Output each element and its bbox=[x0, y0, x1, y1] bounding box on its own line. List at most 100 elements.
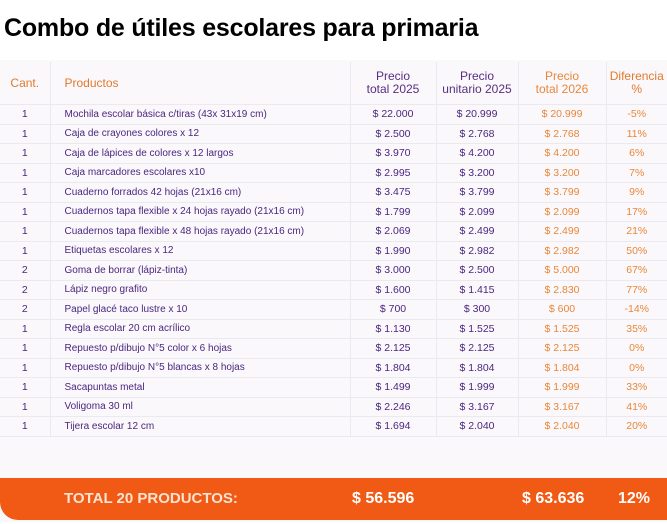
cell-total2026: $ 2.768 bbox=[518, 124, 607, 144]
cell-diff: 35% bbox=[606, 319, 667, 339]
header-total-2026: Precio total 2026 bbox=[518, 62, 607, 105]
cell-cant: 1 bbox=[0, 241, 51, 261]
cell-diff: 21% bbox=[606, 221, 667, 242]
cell-diff: -5% bbox=[606, 104, 667, 125]
header-unit-2025: Precio unitario 2025 bbox=[436, 62, 519, 105]
cell-diff: 0% bbox=[606, 338, 667, 359]
cell-total2025: $ 2.500 bbox=[350, 124, 437, 144]
cell-cant: 1 bbox=[0, 163, 51, 183]
table-row: 1 Repuesto p/dibujo N°5 color x 6 hojas $ … bbox=[0, 338, 667, 359]
cell-cant: 1 bbox=[0, 124, 51, 144]
cell-unit2025: $ 2.099 bbox=[436, 202, 519, 222]
table-header: Cant. Productos Precio total 2025 Precio u… bbox=[0, 62, 667, 105]
cell-cant: 1 bbox=[0, 397, 51, 417]
table-row: 1 Tijera escolar 12 cm $ 1.694 $ 2.040 $ 2.0… bbox=[0, 416, 667, 437]
cell-total2025: $ 2.246 bbox=[350, 397, 437, 417]
cell-total2025: $ 1.499 bbox=[350, 377, 437, 398]
cell-producto: Caja de crayones colores x 12 bbox=[50, 124, 351, 144]
cell-cant: 1 bbox=[0, 221, 51, 242]
cell-total2026: $ 600 bbox=[518, 299, 607, 320]
cell-total2025: $ 1.990 bbox=[350, 241, 437, 261]
cell-total2025: $ 2.069 bbox=[350, 221, 437, 242]
page-title: Combo de útiles escolares para primaria bbox=[4, 14, 479, 42]
table-row: 1 Caja marcadores escolares x10 $ 2.995 $ 3… bbox=[0, 163, 667, 183]
total-bar: TOTAL 20 PRODUCTOS: $ 56.596 $ 63.636 12… bbox=[0, 478, 667, 520]
cell-total2026: $ 2.040 bbox=[518, 416, 607, 437]
total-2025: $ 56.596 bbox=[352, 490, 415, 507]
cell-total2025: $ 1.799 bbox=[350, 202, 437, 222]
cell-producto: Voligoma 30 ml bbox=[50, 397, 351, 417]
cell-unit2025: $ 3.200 bbox=[436, 163, 519, 183]
cell-cant: 1 bbox=[0, 377, 51, 398]
header-diff: Diferencia% bbox=[606, 62, 667, 105]
cell-cant: 1 bbox=[0, 416, 51, 437]
cell-producto: Cuaderno forrados 42 hojas (21x16 cm) bbox=[50, 182, 351, 203]
cell-diff: 17% bbox=[606, 202, 667, 222]
cell-total2025: $ 1.600 bbox=[350, 280, 437, 300]
table-row: 1 Regla escolar 20 cm acrílico $ 1.130 $ 1.… bbox=[0, 319, 667, 339]
header-total-2025: Precio total 2025 bbox=[350, 62, 437, 105]
cell-diff: 0% bbox=[606, 358, 667, 378]
cell-total2026: $ 2.499 bbox=[518, 221, 607, 242]
cell-unit2025: $ 3.799 bbox=[436, 182, 519, 203]
table-row: 1 Cuaderno forrados 42 hojas (21x16 cm) $ … bbox=[0, 182, 667, 203]
cell-unit2025: $ 2.500 bbox=[436, 260, 519, 281]
cell-total2026: $ 3.799 bbox=[518, 182, 607, 203]
header-cant: Cant. bbox=[0, 62, 51, 105]
cell-producto: Goma de borrar (lápiz-tinta) bbox=[50, 260, 351, 281]
cell-cant: 2 bbox=[0, 280, 51, 300]
cell-total2026: $ 1.999 bbox=[518, 377, 607, 398]
cell-unit2025: $ 20.999 bbox=[436, 104, 519, 125]
table-row: 2 Lápiz negro grafito $ 1.600 $ 1.415 $ 2.83… bbox=[0, 280, 667, 300]
cell-total2026: $ 4.200 bbox=[518, 143, 607, 164]
total-2026: $ 63.636 bbox=[522, 490, 585, 507]
table-row: 1 Sacapuntas metal $ 1.499 $ 1.999 $ 1.999 33… bbox=[0, 377, 667, 398]
cell-cant: 1 bbox=[0, 358, 51, 378]
table-row: 1 Repuesto p/dibujo N°5 blancas x 8 hojas… bbox=[0, 358, 667, 378]
table-row: 2 Goma de borrar (lápiz-tinta) $ 3.000 $ 2.… bbox=[0, 260, 667, 281]
table-row: 1 Etiquetas escolares x 12 $ 1.990 $ 2.982 $… bbox=[0, 241, 667, 261]
cell-cant: 1 bbox=[0, 182, 51, 203]
cell-producto: Repuesto p/dibujo N°5 blancas x 8 hojas bbox=[50, 358, 351, 378]
cell-cant: 1 bbox=[0, 338, 51, 359]
table-row: 1 Voligoma 30 ml $ 2.246 $ 3.167 $ 3.167 41% bbox=[0, 397, 667, 417]
cell-total2025: $ 2.125 bbox=[350, 338, 437, 359]
cell-unit2025: $ 300 bbox=[436, 299, 519, 320]
cell-total2025: $ 3.970 bbox=[350, 143, 437, 164]
cell-total2025: $ 1.694 bbox=[350, 416, 437, 437]
cell-producto: Tijera escolar 12 cm bbox=[50, 416, 351, 437]
cell-total2025: $ 22.000 bbox=[350, 104, 437, 125]
cell-unit2025: $ 1.525 bbox=[436, 319, 519, 339]
cell-cant: 2 bbox=[0, 299, 51, 320]
cell-diff: 33% bbox=[606, 377, 667, 398]
cell-producto: Regla escolar 20 cm acrílico bbox=[50, 319, 351, 339]
cell-producto: Mochila escolar básica c/tiras (43x 31x1… bbox=[50, 104, 351, 125]
table-row: 1 Caja de lápices de colores x 12 largos $… bbox=[0, 143, 667, 164]
cell-cant: 1 bbox=[0, 202, 51, 222]
table-row: 1 Cuadernos tapa flexible x 48 hojas raya… bbox=[0, 221, 667, 242]
cell-unit2025: $ 2.499 bbox=[436, 221, 519, 242]
price-table: Cant. Productos Precio total 2025 Precio u… bbox=[0, 62, 667, 437]
cell-total2026: $ 3.200 bbox=[518, 163, 607, 183]
cell-producto: Papel glacé taco lustre x 10 bbox=[50, 299, 351, 320]
cell-diff: 9% bbox=[606, 182, 667, 203]
cell-cant: 2 bbox=[0, 260, 51, 281]
cell-unit2025: $ 2.768 bbox=[436, 124, 519, 144]
cell-total2025: $ 3.000 bbox=[350, 260, 437, 281]
cell-cant: 1 bbox=[0, 104, 51, 125]
cell-unit2025: $ 2.040 bbox=[436, 416, 519, 437]
cell-total2025: $ 2.995 bbox=[350, 163, 437, 183]
cell-total2026: $ 20.999 bbox=[518, 104, 607, 125]
table-row: 2 Papel glacé taco lustre x 10 $ 700 $ 300 $… bbox=[0, 299, 667, 320]
cell-total2026: $ 2.125 bbox=[518, 338, 607, 359]
cell-diff: 11% bbox=[606, 124, 667, 144]
cell-total2025: $ 1.130 bbox=[350, 319, 437, 339]
cell-unit2025: $ 1.804 bbox=[436, 358, 519, 378]
cell-unit2025: $ 1.999 bbox=[436, 377, 519, 398]
cell-unit2025: $ 3.167 bbox=[436, 397, 519, 417]
table-row: 1 Mochila escolar básica c/tiras (43x 31x… bbox=[0, 104, 667, 125]
table-row: 1 Caja de crayones colores x 12 $ 2.500 $ 2… bbox=[0, 124, 667, 144]
cell-producto: Sacapuntas metal bbox=[50, 377, 351, 398]
cell-diff: 77% bbox=[606, 280, 667, 300]
cell-total2025: $ 700 bbox=[350, 299, 437, 320]
